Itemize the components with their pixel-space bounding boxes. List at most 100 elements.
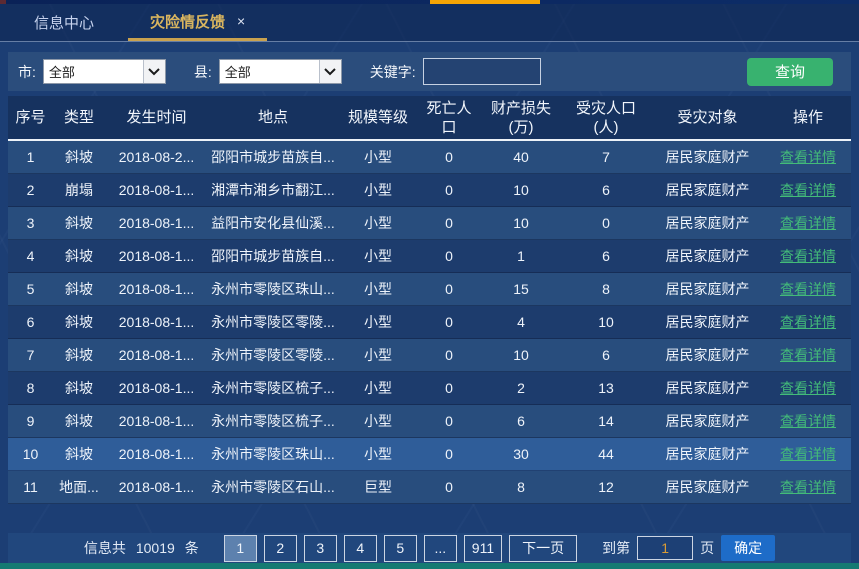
cell-loss: 15: [513, 281, 529, 297]
cell-location: 益阳市安化县仙溪...: [211, 215, 335, 231]
close-icon[interactable]: ×: [237, 13, 246, 29]
view-details-link[interactable]: 查看详情: [780, 446, 836, 462]
view-details-link[interactable]: 查看详情: [780, 182, 836, 198]
cell-time: 2018-08-1...: [118, 413, 195, 429]
column-header-action: 操作: [792, 109, 823, 126]
view-details-link[interactable]: 查看详情: [780, 413, 836, 429]
table-row[interactable]: 8 斜坡 2018-08-1... 永州市零陵区梳子... 小型 0 2 13 居民家庭财产 查看…: [8, 372, 851, 405]
county-select[interactable]: 全部: [218, 59, 342, 84]
cell-type: 斜坡: [65, 149, 93, 165]
keyword-input[interactable]: [422, 58, 541, 85]
city-filter: 市: 全部: [18, 59, 166, 84]
table-row[interactable]: 2 崩塌 2018-08-1... 湘潭市湘乡市翻江... 小型 0 10 6 居民家庭财产 查看…: [8, 174, 851, 207]
city-select[interactable]: 全部: [42, 59, 166, 84]
cell-loss: 8: [517, 479, 525, 495]
keyword-filter-label: 关键字:: [369, 63, 416, 80]
cell-scale: 小型: [364, 446, 392, 462]
table-body: 1 斜坡 2018-08-2... 邵阳市城步苗族自... 小型 0 40 7 居民家庭财产 查看…: [8, 141, 851, 504]
table-row[interactable]: 4 斜坡 2018-08-1... 邵阳市城步苗族自... 小型 0 1 6 居民家庭财产 查看详…: [8, 240, 851, 273]
page-ellipsis-button[interactable]: ...: [423, 534, 457, 562]
cell-scale: 小型: [364, 149, 392, 165]
cell-affected: 6: [602, 248, 610, 264]
cell-scale: 小型: [364, 413, 392, 429]
page-button-3[interactable]: 3: [303, 534, 337, 562]
cell-scale: 小型: [364, 281, 392, 297]
cell-scale: 巨型: [364, 479, 392, 495]
cell-location: 邵阳市城步苗族自...: [211, 248, 335, 264]
chevron-down-icon: [318, 60, 341, 83]
cell-time: 2018-08-1...: [118, 347, 195, 363]
cell-scale: 小型: [364, 248, 392, 264]
cell-target: 居民家庭财产: [665, 380, 750, 396]
cell-scale: 小型: [364, 380, 392, 396]
cell-no: 9: [26, 413, 35, 429]
tab-info-center[interactable]: 信息中心: [12, 4, 116, 41]
view-details-link[interactable]: 查看详情: [780, 314, 836, 330]
cell-no: 6: [26, 314, 35, 330]
cell-target: 居民家庭财产: [665, 446, 750, 462]
cell-type: 斜坡: [65, 215, 93, 231]
cell-no: 11: [23, 479, 38, 495]
cell-no: 7: [26, 347, 35, 363]
view-details-link[interactable]: 查看详情: [780, 380, 836, 396]
column-header-deaths: 死亡人 口: [426, 99, 472, 136]
corner-chip: [0, 0, 6, 4]
page-button-1[interactable]: 1: [223, 534, 257, 562]
table-row[interactable]: 3 斜坡 2018-08-1... 益阳市安化县仙溪... 小型 0 10 0 居民家庭财产 查看…: [8, 207, 851, 240]
county-select-value: 全部: [224, 65, 251, 80]
search-button[interactable]: 查询: [747, 57, 833, 86]
next-page-button[interactable]: 下一页: [509, 534, 578, 562]
cell-target: 居民家庭财产: [665, 413, 750, 429]
cell-deaths: 0: [445, 446, 453, 462]
tab-bar: 信息中心 灾险情反馈 ×: [0, 4, 859, 42]
column-header-scale: 规模等级: [347, 109, 408, 126]
table-row[interactable]: 9 斜坡 2018-08-1... 永州市零陵区梳子... 小型 0 6 14 居民家庭财产 查看…: [8, 405, 851, 438]
view-details-link[interactable]: 查看详情: [780, 215, 836, 231]
cell-affected: 8: [602, 281, 610, 297]
page-button-2[interactable]: 2: [263, 534, 297, 562]
cell-target: 居民家庭财产: [665, 347, 750, 363]
page-button-4[interactable]: 4: [343, 534, 377, 562]
tab-label: 信息中心: [34, 15, 95, 32]
top-strip: [0, 0, 859, 4]
cell-target: 居民家庭财产: [665, 314, 750, 330]
table-row[interactable]: 1 斜坡 2018-08-2... 邵阳市城步苗族自... 小型 0 40 7 居民家庭财产 查看…: [8, 141, 851, 174]
table-row[interactable]: 5 斜坡 2018-08-1... 永州市零陵区珠山... 小型 0 15 8 居民家庭财产 查看…: [8, 273, 851, 306]
table-row[interactable]: 11 地面... 2018-08-1... 永州市零陵区石山... 巨型 0 8 12 居民家庭…: [8, 471, 851, 504]
view-details-link[interactable]: 查看详情: [780, 347, 836, 363]
column-header-target: 受灾对象: [677, 109, 738, 126]
keyword-filter: 关键字:: [370, 58, 541, 85]
cell-type: 斜坡: [65, 380, 93, 396]
cell-no: 1: [26, 149, 35, 165]
top-accent-bar: [430, 0, 540, 4]
view-details-link[interactable]: 查看详情: [780, 149, 836, 165]
goto-page-prefix-label: 到第: [602, 540, 631, 556]
goto-page-input[interactable]: [637, 536, 694, 560]
cell-type: 斜坡: [65, 347, 93, 363]
cell-loss: 1: [517, 248, 525, 264]
page-button-911[interactable]: 911: [463, 534, 503, 562]
cell-time: 2018-08-1...: [118, 314, 195, 330]
table-row[interactable]: 6 斜坡 2018-08-1... 永州市零陵区零陵... 小型 0 4 10 居民家庭财产 查看…: [8, 306, 851, 339]
cell-time: 2018-08-1...: [118, 248, 195, 264]
cell-target: 居民家庭财产: [665, 215, 750, 231]
view-details-link[interactable]: 查看详情: [780, 281, 836, 297]
cell-no: 8: [26, 380, 35, 396]
table-row[interactable]: 10 斜坡 2018-08-1... 永州市零陵区珠山... 小型 0 30 44 居民家庭财产…: [8, 438, 851, 471]
cell-type: 斜坡: [65, 281, 93, 297]
page-button-5[interactable]: 5: [383, 534, 417, 562]
table-row[interactable]: 7 斜坡 2018-08-1... 永州市零陵区零陵... 小型 0 10 6 居民家庭财产 查看…: [8, 339, 851, 372]
cell-location: 永州市零陵区珠山...: [211, 281, 335, 297]
column-header-type: 类型: [63, 109, 94, 126]
city-select-value: 全部: [48, 65, 75, 80]
cell-no: 4: [26, 248, 35, 264]
page-buttons: 1 2 3 4 5... 911: [223, 534, 503, 562]
tab-disaster-feedback[interactable]: 灾险情反馈 ×: [128, 4, 268, 41]
cell-loss: 2: [517, 380, 525, 396]
cell-target: 居民家庭财产: [665, 248, 750, 264]
confirm-button[interactable]: 确定: [721, 535, 776, 561]
cell-loss: 30: [513, 446, 529, 462]
view-details-link[interactable]: 查看详情: [780, 248, 836, 264]
cell-no: 5: [26, 281, 35, 297]
view-details-link[interactable]: 查看详情: [780, 479, 836, 495]
